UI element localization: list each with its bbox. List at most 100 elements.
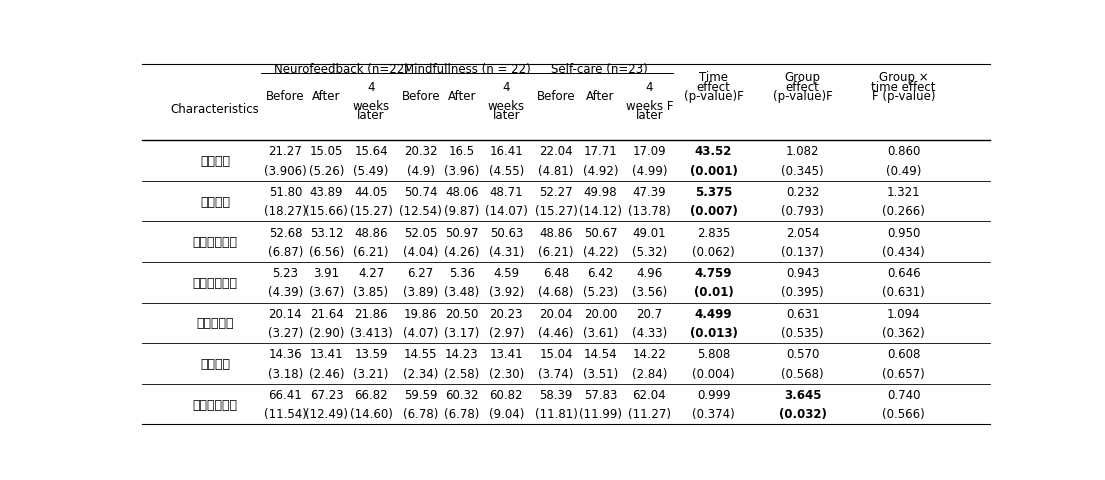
Text: 16.5: 16.5 xyxy=(449,145,475,158)
Text: 15.64: 15.64 xyxy=(355,145,388,158)
Text: 0.740: 0.740 xyxy=(887,388,920,401)
Text: 52.68: 52.68 xyxy=(269,226,302,239)
Text: 19.86: 19.86 xyxy=(404,307,438,320)
Text: 4.27: 4.27 xyxy=(358,266,385,279)
Text: 20.23: 20.23 xyxy=(490,307,523,320)
Text: 6.27: 6.27 xyxy=(408,266,434,279)
Text: (5.49): (5.49) xyxy=(354,164,389,177)
Text: 0.999: 0.999 xyxy=(697,388,730,401)
Text: 2.835: 2.835 xyxy=(697,226,730,239)
Text: After: After xyxy=(448,90,476,103)
Text: (0.137): (0.137) xyxy=(781,245,824,258)
Text: (3.413): (3.413) xyxy=(349,326,392,339)
Text: 48.71: 48.71 xyxy=(490,185,523,198)
Text: Before: Before xyxy=(537,90,576,103)
Text: weeks F: weeks F xyxy=(625,100,673,113)
Text: 13.41: 13.41 xyxy=(309,348,344,360)
Text: (6.56): (6.56) xyxy=(308,245,345,258)
Text: (4.04): (4.04) xyxy=(403,245,439,258)
Text: (4.81): (4.81) xyxy=(538,164,573,177)
Text: Self-care (n=23): Self-care (n=23) xyxy=(551,63,649,76)
Text: weeks: weeks xyxy=(352,100,390,113)
Text: (0.062): (0.062) xyxy=(692,245,735,258)
Text: 1.321: 1.321 xyxy=(887,185,920,198)
Text: (4.55): (4.55) xyxy=(488,164,524,177)
Text: (4.22): (4.22) xyxy=(582,245,619,258)
Text: (4.26): (4.26) xyxy=(444,245,480,258)
Text: (0.568): (0.568) xyxy=(781,367,824,380)
Text: 수면철도: 수면철도 xyxy=(200,357,230,370)
Text: 20.04: 20.04 xyxy=(539,307,572,320)
Text: After: After xyxy=(587,90,614,103)
Text: (0.001): (0.001) xyxy=(690,164,737,177)
Text: (0.49): (0.49) xyxy=(886,164,922,177)
Text: (0.434): (0.434) xyxy=(883,245,925,258)
Text: 3.91: 3.91 xyxy=(314,266,339,279)
Text: 60.32: 60.32 xyxy=(445,388,478,401)
Text: 0.860: 0.860 xyxy=(887,145,920,158)
Text: (6.21): (6.21) xyxy=(538,245,573,258)
Text: (4.31): (4.31) xyxy=(488,245,524,258)
Text: (15.66): (15.66) xyxy=(305,204,348,218)
Text: (0.793): (0.793) xyxy=(781,204,824,218)
Text: 66.82: 66.82 xyxy=(355,388,388,401)
Text: (5.26): (5.26) xyxy=(308,164,345,177)
Text: 마음찝김철도: 마음찝김철도 xyxy=(192,398,238,411)
Text: (11.54): (11.54) xyxy=(264,408,307,420)
Text: 15.05: 15.05 xyxy=(309,145,344,158)
Text: 0.646: 0.646 xyxy=(887,266,920,279)
Text: (6.87): (6.87) xyxy=(267,245,303,258)
Text: (0.362): (0.362) xyxy=(883,326,925,339)
Text: 49.01: 49.01 xyxy=(632,226,666,239)
Text: 17.71: 17.71 xyxy=(583,145,618,158)
Text: Before: Before xyxy=(266,90,305,103)
Text: (4.92): (4.92) xyxy=(582,164,619,177)
Text: 43.52: 43.52 xyxy=(695,145,733,158)
Text: later: later xyxy=(493,109,520,122)
Text: 14.55: 14.55 xyxy=(404,348,438,360)
Text: later: later xyxy=(357,109,385,122)
Text: effect: effect xyxy=(696,81,730,94)
Text: 50.63: 50.63 xyxy=(490,226,523,239)
Text: 14.23: 14.23 xyxy=(445,348,478,360)
Text: Time: Time xyxy=(699,71,728,84)
Text: (6.78): (6.78) xyxy=(403,408,439,420)
Text: (4.68): (4.68) xyxy=(538,286,573,299)
Text: 5.36: 5.36 xyxy=(449,266,475,279)
Text: (12.54): (12.54) xyxy=(399,204,442,218)
Text: (14.07): (14.07) xyxy=(485,204,528,218)
Text: (9.87): (9.87) xyxy=(444,204,480,218)
Text: (3.48): (3.48) xyxy=(444,286,480,299)
Text: (13.78): (13.78) xyxy=(628,204,671,218)
Text: (0.535): (0.535) xyxy=(781,326,824,339)
Text: (12.49): (12.49) xyxy=(305,408,348,420)
Text: (4.46): (4.46) xyxy=(538,326,573,339)
Text: (3.56): (3.56) xyxy=(632,286,667,299)
Text: (2.97): (2.97) xyxy=(488,326,524,339)
Text: (2.84): (2.84) xyxy=(632,367,667,380)
Text: (4.9): (4.9) xyxy=(407,164,434,177)
Text: (15.27): (15.27) xyxy=(535,204,578,218)
Text: time effect: time effect xyxy=(872,81,936,94)
Text: 48.86: 48.86 xyxy=(539,226,572,239)
Text: (p-value)F: (p-value)F xyxy=(684,90,744,103)
Text: (2.90): (2.90) xyxy=(308,326,345,339)
Text: 21.27: 21.27 xyxy=(269,145,303,158)
Text: (2.58): (2.58) xyxy=(444,367,480,380)
Text: 57.83: 57.83 xyxy=(583,388,618,401)
Text: 4.759: 4.759 xyxy=(695,266,733,279)
Text: (6.21): (6.21) xyxy=(354,245,389,258)
Text: 62.04: 62.04 xyxy=(632,388,666,401)
Text: Characteristics: Characteristics xyxy=(171,103,260,116)
Text: 0.950: 0.950 xyxy=(887,226,920,239)
Text: Group ×: Group × xyxy=(878,71,928,84)
Text: 14.22: 14.22 xyxy=(632,348,666,360)
Text: (5.32): (5.32) xyxy=(632,245,667,258)
Text: (3.18): (3.18) xyxy=(267,367,303,380)
Text: (3.61): (3.61) xyxy=(582,326,619,339)
Text: 58.39: 58.39 xyxy=(539,388,572,401)
Text: 20.00: 20.00 xyxy=(583,307,618,320)
Text: (11.27): (11.27) xyxy=(628,408,671,420)
Text: 50.74: 50.74 xyxy=(404,185,438,198)
Text: (0.004): (0.004) xyxy=(693,367,735,380)
